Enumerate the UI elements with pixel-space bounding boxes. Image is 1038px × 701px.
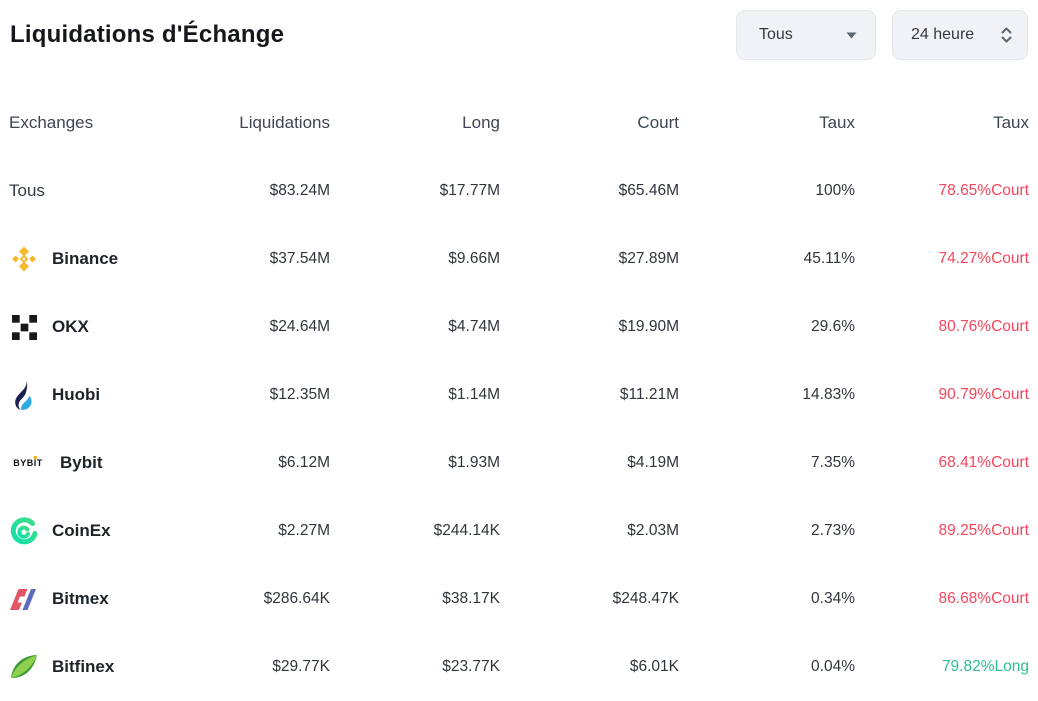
court-value: $2.03M (627, 522, 679, 539)
taux-value: 0.34% (811, 590, 855, 607)
exchange-name: OKX (52, 317, 89, 336)
col-header-liquidations[interactable]: Liquidations (239, 113, 330, 132)
taux-value: 100% (815, 182, 855, 199)
exchange-name: Bitfinex (52, 657, 115, 676)
binance-icon (9, 245, 39, 273)
taux-value: 2.73% (811, 522, 855, 539)
topbar: Liquidations d'Échange Tous 24 heure (0, 0, 1038, 89)
filter-controls: Tous 24 heure (736, 10, 1028, 60)
col-header-taux2[interactable]: Taux (993, 113, 1029, 132)
col-header-exchanges[interactable]: Exchanges (9, 113, 94, 132)
bitmex-icon (9, 588, 39, 611)
page-title: Liquidations d'Échange (10, 21, 285, 48)
bitfinex-icon (9, 652, 39, 682)
court-value: $4.19M (627, 454, 679, 471)
col-header-court[interactable]: Court (637, 113, 679, 132)
caret-down-icon (845, 32, 857, 39)
exchange-filter-dropdown[interactable]: Tous (736, 10, 876, 60)
taux-value: 14.83% (802, 386, 855, 403)
long-value: $1.14M (448, 386, 500, 403)
taux2-value: 89.25%Court (938, 522, 1029, 539)
exchange-name: CoinEx (52, 521, 111, 540)
exchange-name: Tous (9, 181, 45, 200)
bybit-icon: BYBIT (13, 458, 43, 468)
court-value: $27.89M (618, 250, 679, 267)
taux2-value: 68.41%Court (938, 454, 1029, 471)
taux2-value: 86.68%Court (938, 590, 1029, 607)
table-row-bitmex[interactable]: Bitmex $286.64K $38.17K $248.47K 0.34% 8… (0, 565, 1038, 633)
taux-value: 7.35% (811, 454, 855, 471)
exchange-name: Binance (52, 249, 119, 268)
col-header-long[interactable]: Long (462, 113, 500, 132)
exchange-name: Bitmex (52, 589, 109, 608)
okx-icon (9, 314, 39, 340)
table-row-huobi[interactable]: Huobi $12.35M $1.14M $11.21M 14.83% 90.7… (0, 361, 1038, 429)
huobi-icon (9, 380, 39, 410)
long-value: $38.17K (442, 590, 500, 607)
taux2-value: 90.79%Court (938, 386, 1029, 403)
court-value: $19.90M (618, 318, 679, 335)
coinex-icon (9, 516, 39, 546)
exchange-name: Bybit (60, 453, 103, 472)
liquidations-value: $286.64K (263, 590, 330, 607)
long-value: $9.66M (448, 250, 500, 267)
liquidations-value: $24.64M (269, 318, 330, 335)
table-row-okx[interactable]: OKX $24.64M $4.74M $19.90M 29.6% 80.76%C… (0, 293, 1038, 361)
taux-value: 45.11% (803, 250, 855, 267)
long-value: $244.14K (433, 522, 500, 539)
table-header-row: Exchanges Liquidations Long Court Taux T… (0, 89, 1038, 157)
long-value: $23.77K (442, 658, 500, 675)
taux2-value: 78.65%Court (938, 182, 1029, 199)
col-header-taux[interactable]: Taux (819, 113, 855, 132)
taux-value: 0.04% (811, 658, 855, 675)
table-row-bitfinex[interactable]: Bitfinex $29.77K $23.77K $6.01K 0.04% 79… (0, 633, 1038, 701)
chevron-up-down-icon (1000, 26, 1013, 44)
liquidations-value: $12.35M (269, 386, 330, 403)
taux2-value: 74.27%Court (938, 250, 1029, 267)
long-value: $4.74M (448, 318, 500, 335)
liquidations-value: $2.27M (278, 522, 330, 539)
table-row-tous[interactable]: Tous $83.24M $17.77M $65.46M 100% 78.65%… (0, 157, 1038, 225)
liquidations-table: Exchanges Liquidations Long Court Taux T… (0, 89, 1038, 701)
liquidations-value: $83.24M (269, 182, 330, 199)
liquidations-value: $29.77K (272, 658, 330, 675)
court-value: $6.01K (629, 658, 679, 675)
table-row-coinex[interactable]: CoinEx $2.27M $244.14K $2.03M 2.73% 89.2… (0, 497, 1038, 565)
exchange-filter-value: Tous (759, 26, 793, 43)
liquidations-value: $37.54M (269, 250, 330, 267)
taux-value: 29.6% (811, 318, 855, 335)
liquidations-value: $6.12M (278, 454, 330, 471)
table-row-bybit[interactable]: BYBIT Bybit $6.12M $1.93M $4.19M 7.35% 6… (0, 429, 1038, 497)
court-value: $65.46M (618, 182, 679, 199)
exchange-name: Huobi (52, 385, 101, 404)
taux2-value: 80.76%Court (938, 318, 1029, 335)
time-filter-dropdown[interactable]: 24 heure (892, 10, 1028, 60)
long-value: $17.77M (439, 182, 500, 199)
taux2-value: 79.82%Long (941, 658, 1029, 675)
time-filter-value: 24 heure (911, 26, 975, 43)
court-value: $248.47K (612, 590, 679, 607)
court-value: $11.21M (619, 386, 679, 403)
table-row-binance[interactable]: Binance $37.54M $9.66M $27.89M 45.11% 74… (0, 225, 1038, 293)
long-value: $1.93M (448, 454, 500, 471)
